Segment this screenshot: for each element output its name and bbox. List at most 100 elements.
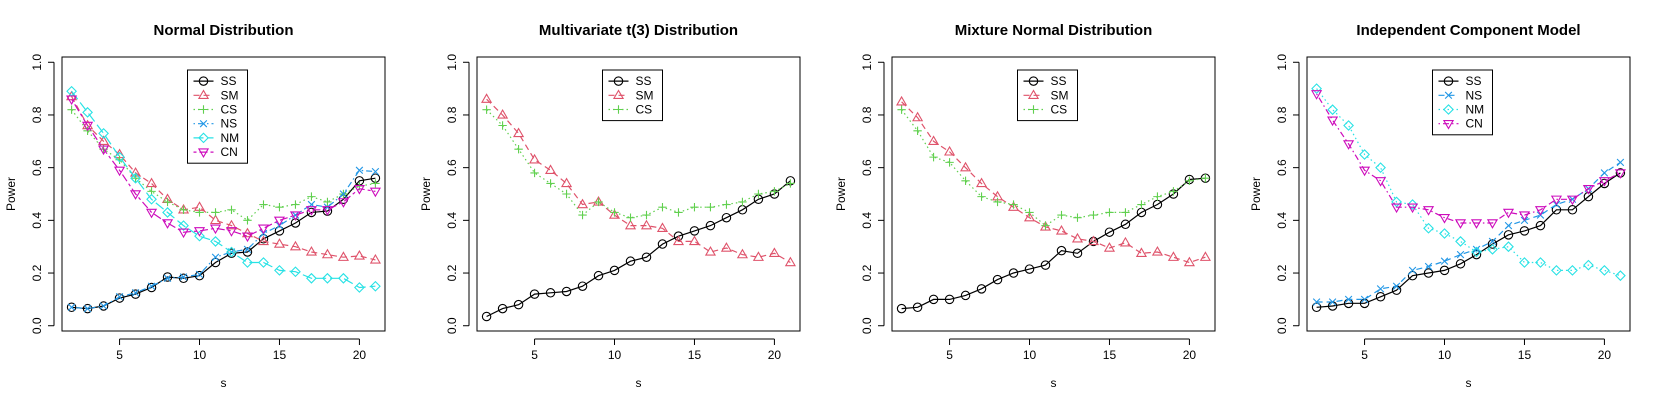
data-point-CN (177, 228, 190, 239)
data-point-SS (1439, 265, 1450, 276)
data-point-CS (546, 179, 555, 188)
data-point-SS (1519, 226, 1530, 236)
series-line-NS (1316, 161, 1621, 303)
data-point-SM (768, 247, 780, 257)
data-point-SS (178, 273, 189, 284)
data-point-CN (129, 190, 142, 200)
series-line-SS (71, 177, 376, 310)
y-tick-label: 0.4 (860, 212, 874, 229)
data-point-SS (1056, 245, 1067, 256)
y-axis-label: Power (4, 177, 18, 211)
x-tick-label: 20 (768, 348, 782, 362)
data-point-CS (530, 168, 539, 178)
data-point-CN (1438, 214, 1451, 224)
legend-marker-CS (1029, 105, 1038, 114)
data-point-CS (1009, 200, 1018, 209)
data-point-CS (498, 121, 507, 130)
y-tick-label: 1.0 (1275, 54, 1289, 71)
data-point-SM (1087, 235, 1100, 246)
data-point-SS (545, 288, 556, 298)
data-point-CS (610, 208, 619, 217)
data-point-NM (1311, 83, 1322, 95)
chart-title: Normal Distribution (153, 22, 293, 39)
data-point-NM (162, 207, 173, 218)
data-point-NS (99, 302, 108, 310)
data-point-CS (179, 205, 188, 215)
series-line-SM (901, 101, 1206, 264)
data-point-CN (98, 145, 110, 156)
series-SS (66, 173, 381, 314)
data-point-SM (337, 251, 349, 261)
data-point-SM (353, 249, 365, 260)
data-point-SM (1135, 247, 1148, 257)
data-point-SM (225, 219, 238, 230)
series-NS (1312, 158, 1625, 306)
data-point-CN (161, 219, 174, 229)
data-point-SM (896, 95, 908, 106)
data-point-NM (146, 193, 157, 205)
data-point-CS (977, 192, 986, 201)
x-tick-label: 10 (1438, 348, 1452, 362)
legend-label-CS: CS (636, 103, 653, 117)
y-tick-label: 1.0 (30, 54, 44, 71)
data-point-NM (1375, 162, 1386, 174)
data-point-CS (291, 200, 300, 209)
data-point-SM (321, 248, 334, 259)
x-axis-label: s (1051, 376, 1057, 390)
data-point-CN (1534, 206, 1547, 216)
data-point-CN (1502, 208, 1515, 219)
data-point-NM (1407, 199, 1418, 210)
data-point-SM (624, 219, 637, 230)
data-point-CN (1470, 219, 1483, 229)
data-point-CN (209, 224, 222, 235)
legend-marker-SS (1028, 76, 1039, 86)
data-point-SM (784, 256, 796, 267)
data-point-NS (211, 253, 220, 261)
data-point-SM (736, 248, 749, 259)
data-point-CS (897, 105, 906, 114)
data-point-SM (608, 209, 621, 219)
data-point-CS (961, 176, 970, 186)
data-point-CN (1582, 185, 1594, 195)
legend-label-SS: SS (221, 74, 237, 88)
data-point-CS (115, 155, 124, 164)
data-point-CN (1550, 195, 1563, 206)
data-point-NM (1519, 257, 1530, 268)
legend-label-NM: NM (1466, 103, 1485, 117)
data-point-SM (273, 238, 286, 248)
data-point-SM (1151, 246, 1164, 256)
data-point-NM (1503, 241, 1514, 253)
legend-marker-SS (1443, 76, 1454, 86)
data-point-SS (1311, 302, 1322, 313)
legend-label-CN: CN (1466, 117, 1483, 131)
data-point-CS (307, 192, 316, 201)
data-point-NM (114, 151, 125, 163)
legend-marker-SM (197, 89, 210, 99)
data-point-SS (1008, 268, 1019, 278)
data-point-NM (1567, 265, 1578, 276)
data-point-CN (1486, 219, 1499, 229)
data-point-NM (1327, 104, 1338, 116)
data-point-SM (704, 246, 717, 256)
data-point-NS (1408, 266, 1417, 275)
data-point-NM (1439, 228, 1450, 239)
data-point-SS (1471, 249, 1482, 260)
x-axis-label: s (636, 376, 642, 390)
data-point-NS (1440, 257, 1449, 265)
y-tick-label: 0.4 (1275, 212, 1289, 229)
data-point-SM (1119, 236, 1132, 247)
data-point-SS (1120, 219, 1131, 230)
data-point-NS (83, 304, 92, 313)
data-point-CS (642, 210, 651, 220)
y-tick-label: 1.0 (860, 54, 874, 71)
series-SM (481, 93, 796, 267)
plot-frame (1306, 56, 1631, 332)
data-point-SM (720, 242, 733, 252)
data-point-SS (1072, 248, 1083, 259)
y-tick-label: 0.2 (445, 264, 459, 281)
x-tick-label: 20 (1183, 348, 1197, 362)
data-point-SS (114, 293, 125, 303)
x-tick-label: 15 (1103, 348, 1117, 362)
